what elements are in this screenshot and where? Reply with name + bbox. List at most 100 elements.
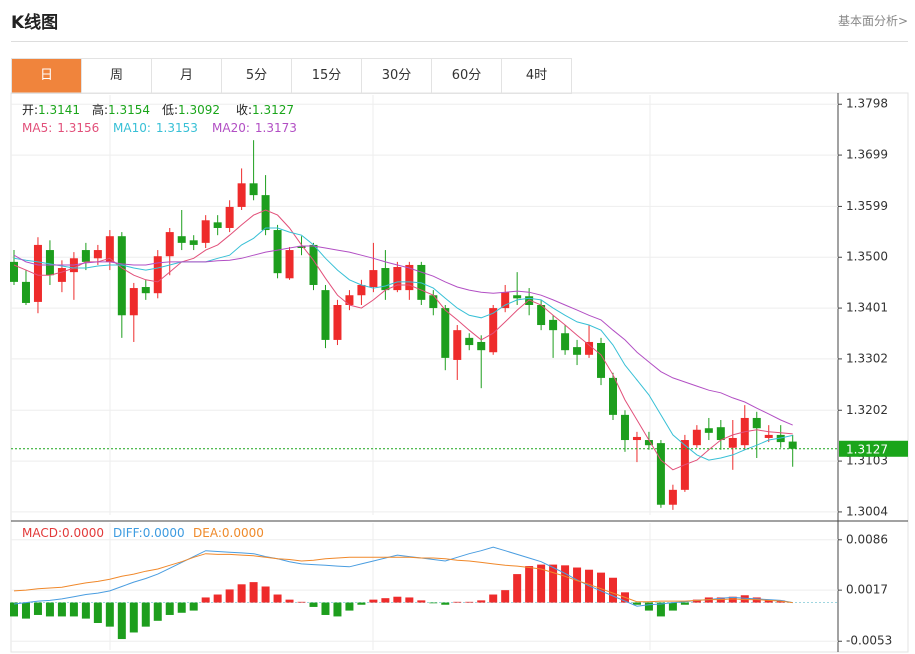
legend-value: 1.3156	[57, 121, 99, 135]
candle-body	[81, 250, 90, 262]
candle-body	[153, 256, 162, 294]
candle-body	[656, 443, 665, 505]
readout-value: 0.0000	[222, 526, 264, 540]
macd-line	[13, 553, 793, 604]
ohlc-readout: 低:1.3092	[162, 103, 220, 117]
macd-bar	[561, 565, 570, 603]
candle-body	[129, 288, 138, 316]
ohlc-value: 1.3141	[38, 103, 80, 117]
macd-bar	[117, 602, 126, 640]
period-tab[interactable]: 日	[12, 59, 82, 94]
macd-bar	[273, 594, 282, 603]
macd-bar	[129, 602, 138, 633]
y-tick-label: 1.3599	[846, 199, 888, 213]
legend-entry: MA5: 1.3156	[22, 121, 99, 135]
candle-body	[465, 337, 474, 346]
macd-bar	[357, 602, 366, 605]
candle-body	[165, 232, 174, 257]
ohlc-label: 开:	[22, 103, 38, 117]
legend-name: MA10:	[113, 121, 151, 135]
readout-value: 0.0000	[62, 526, 104, 540]
macd-bar	[393, 596, 402, 603]
y-tick-label: 1.3699	[846, 148, 888, 162]
candle-body	[10, 261, 18, 282]
macd-readout: MACD:0.0000	[22, 526, 104, 540]
candle-body	[285, 250, 294, 279]
macd-bar	[609, 577, 617, 603]
ohlc-value: 1.3092	[178, 103, 220, 117]
candle-body	[525, 296, 534, 305]
macd-bar	[57, 602, 66, 617]
candle-body	[357, 284, 366, 296]
readout-label: DEA:	[193, 526, 222, 540]
y-tick-label: 1.3103	[846, 454, 888, 468]
candle-body	[45, 250, 54, 276]
macd-bar	[309, 602, 318, 607]
candle-body	[597, 342, 606, 378]
candle-body	[189, 240, 198, 245]
candle-body	[345, 295, 354, 305]
macd-line	[13, 546, 793, 607]
macd-bar	[489, 594, 498, 603]
macd-bar	[81, 602, 90, 619]
ohlc-readout: 高:1.3154	[92, 102, 150, 117]
macd-bar	[93, 602, 102, 623]
macd-bar	[668, 602, 677, 611]
candle-body	[453, 330, 462, 360]
candle-body	[177, 236, 186, 243]
macd-bar	[453, 601, 462, 603]
ohlc-value: 1.3154	[108, 103, 150, 117]
macd-bar	[153, 602, 162, 621]
page-title: K线图	[11, 13, 59, 33]
ohlc-value: 1.3127	[252, 103, 294, 117]
candle-body	[201, 220, 210, 243]
y-tick-label: 1.3302	[846, 351, 888, 365]
macd-bar	[573, 567, 582, 603]
ohlc-label: 高:	[92, 102, 108, 117]
last-price-label: 1.3127	[846, 442, 888, 456]
y-tick-label: 0.0086	[846, 532, 888, 546]
candle-body	[704, 428, 713, 433]
candle-body	[321, 290, 330, 340]
candle-body	[441, 308, 450, 358]
candle-body	[764, 434, 773, 438]
candle-body	[549, 319, 558, 331]
macd-bar	[728, 596, 737, 603]
macd-bar	[213, 594, 222, 603]
y-tick-label: 1.3401	[846, 301, 888, 315]
candle-body	[585, 341, 594, 355]
candle-body	[237, 183, 246, 207]
fundamental-link[interactable]: 基本面分析>	[837, 14, 908, 28]
candle-body	[644, 440, 653, 446]
readout-label: MACD:	[22, 526, 62, 540]
candle-body	[225, 206, 234, 228]
macd-bar	[597, 572, 606, 603]
legend-name: MA5:	[22, 121, 52, 135]
macd-bar	[33, 602, 42, 615]
macd-bar	[692, 599, 701, 603]
candle-body	[273, 230, 282, 274]
ma-line	[13, 227, 793, 461]
macd-bar	[501, 590, 510, 603]
macd-bar	[333, 602, 342, 617]
ohlc-label: 收:	[236, 103, 252, 117]
macd-bar	[465, 601, 474, 603]
candle-body	[620, 414, 629, 441]
macd-bar	[525, 566, 534, 603]
candle-body	[393, 267, 402, 291]
ohlc-label: 低:	[162, 103, 178, 117]
candle-body	[537, 305, 546, 326]
candle-body	[489, 308, 498, 353]
macd-bar	[345, 602, 354, 611]
ohlc-readout: 开:1.3141	[22, 103, 80, 117]
macd-bar	[10, 602, 18, 617]
macd-bar	[429, 602, 438, 604]
macd-bar	[441, 602, 450, 605]
candle-body	[752, 417, 761, 429]
macd-bar	[141, 602, 150, 627]
macd-bar	[285, 599, 294, 603]
candle-body	[609, 377, 617, 415]
macd-bar	[225, 589, 234, 603]
macd-bar	[201, 597, 210, 603]
candle-body	[513, 295, 522, 299]
